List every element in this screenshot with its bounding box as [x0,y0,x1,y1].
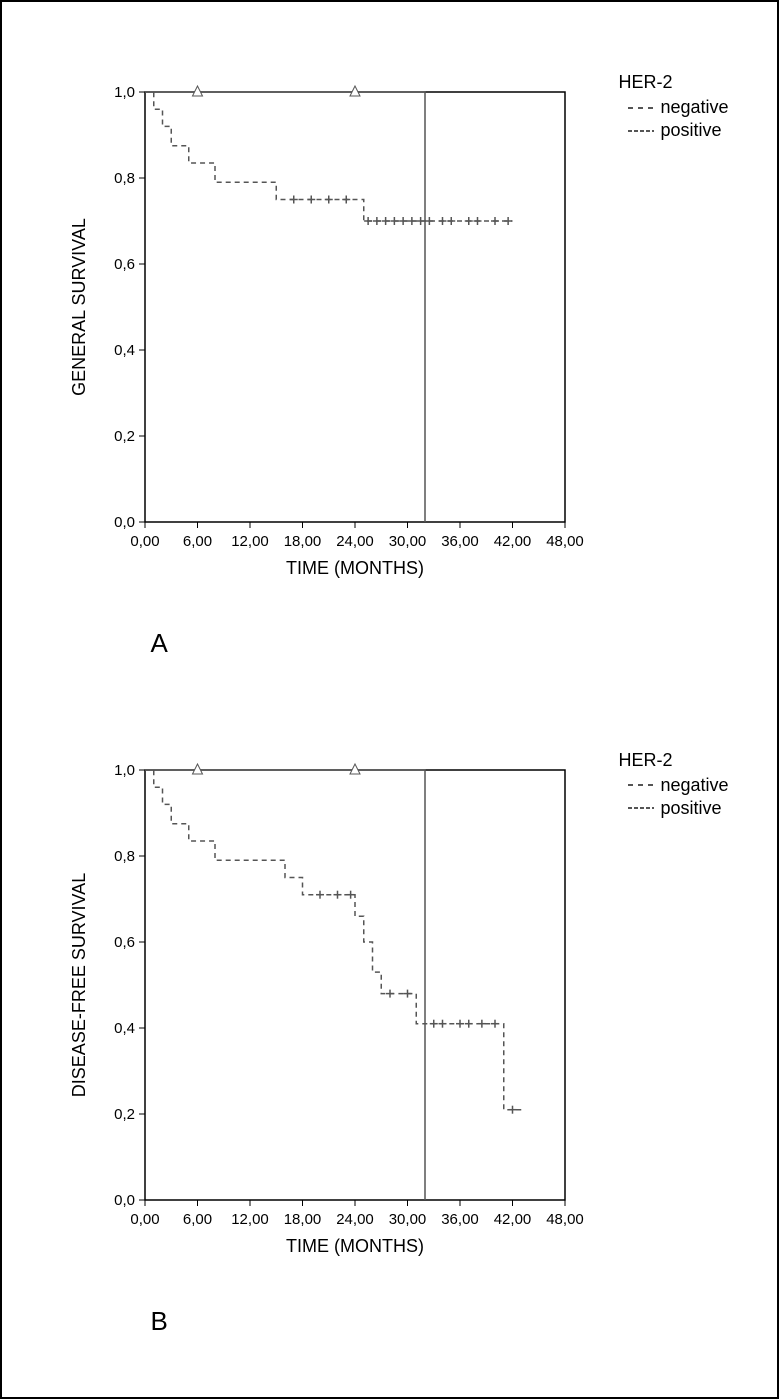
svg-text:42,00: 42,00 [494,533,532,550]
svg-text:48,00: 48,00 [547,1211,585,1228]
legend-label-positive-b: positive [660,798,721,819]
svg-text:0,00: 0,00 [131,1211,160,1228]
legend-item-negative-a: negative [628,97,728,118]
svg-text:0,0: 0,0 [115,514,136,531]
chart-b-block: 0,00 6,00 12,00 18,00 24,00 30,00 36,00 42,00 48… [50,740,728,1300]
svg-text:24,00: 24,00 [337,533,375,550]
svg-text:18,00: 18,00 [284,1211,322,1228]
svg-text:0,8: 0,8 [115,848,136,865]
chart-b-svg: 0,00 6,00 12,00 18,00 24,00 30,00 36,00 42,00 48… [50,740,610,1300]
svg-text:0,0: 0,0 [115,1192,136,1209]
svg-text:0,2: 0,2 [115,428,136,445]
svg-text:TIME (MONTHS): TIME (MONTHS) [286,1236,424,1256]
svg-text:36,00: 36,00 [442,533,480,550]
svg-text:24,00: 24,00 [337,1211,375,1228]
svg-text:48,00: 48,00 [547,533,585,550]
chart-a-svg: 0,00 6,00 12,00 18,00 24,00 30,00 36,00 42,00 48… [50,62,610,622]
chart-a-block: 0,00 6,00 12,00 18,00 24,00 30,00 36,00 42,00 48… [50,62,728,622]
svg-text:12,00: 12,00 [232,1211,270,1228]
svg-text:30,00: 30,00 [389,533,427,550]
svg-text:1,0: 1,0 [115,762,136,779]
svg-text:0,8: 0,8 [115,170,136,187]
legend-label-negative-a: negative [660,97,728,118]
svg-text:0,2: 0,2 [115,1106,136,1123]
svg-text:GENERAL SURVIVAL: GENERAL SURVIVAL [69,218,89,396]
svg-text:18,00: 18,00 [284,533,322,550]
legend-item-positive-b: positive [628,798,728,819]
svg-text:0,6: 0,6 [115,256,136,273]
svg-text:0,6: 0,6 [115,934,136,951]
chart-a-wrapper: 0,00 6,00 12,00 18,00 24,00 30,00 36,00 42,00 48… [50,62,728,659]
legend-line-solid-icon [628,807,654,809]
svg-text:36,00: 36,00 [442,1211,480,1228]
legend-title-b: HER-2 [618,750,728,771]
figure-container: 0,00 6,00 12,00 18,00 24,00 30,00 36,00 42,00 48… [0,0,779,1399]
svg-text:6,00: 6,00 [183,533,212,550]
svg-text:0,4: 0,4 [115,1020,136,1037]
svg-text:42,00: 42,00 [494,1211,532,1228]
chart-b-legend: HER-2 negative positive [618,750,728,821]
svg-text:0,4: 0,4 [115,342,136,359]
legend-line-dashed-icon [628,107,654,109]
panel-label-b: B [150,1306,167,1337]
svg-text:1,0: 1,0 [115,84,136,101]
chart-a-legend: HER-2 negative positive [618,72,728,143]
legend-label-negative-b: negative [660,775,728,796]
svg-text:0,00: 0,00 [131,533,160,550]
legend-line-solid-icon [628,130,654,132]
svg-text:12,00: 12,00 [232,533,270,550]
svg-text:30,00: 30,00 [389,1211,427,1228]
legend-title-a: HER-2 [618,72,728,93]
legend-label-positive-a: positive [660,120,721,141]
svg-text:DISEASE-FREE SURVIVAL: DISEASE-FREE SURVIVAL [69,873,89,1097]
chart-b-wrapper: 0,00 6,00 12,00 18,00 24,00 30,00 36,00 42,00 48… [50,740,728,1337]
svg-text:TIME (MONTHS): TIME (MONTHS) [286,558,424,578]
legend-item-positive-a: positive [628,120,728,141]
legend-item-negative-b: negative [628,775,728,796]
svg-text:6,00: 6,00 [183,1211,212,1228]
legend-line-dashed-icon [628,784,654,786]
panel-label-a: A [150,628,167,659]
